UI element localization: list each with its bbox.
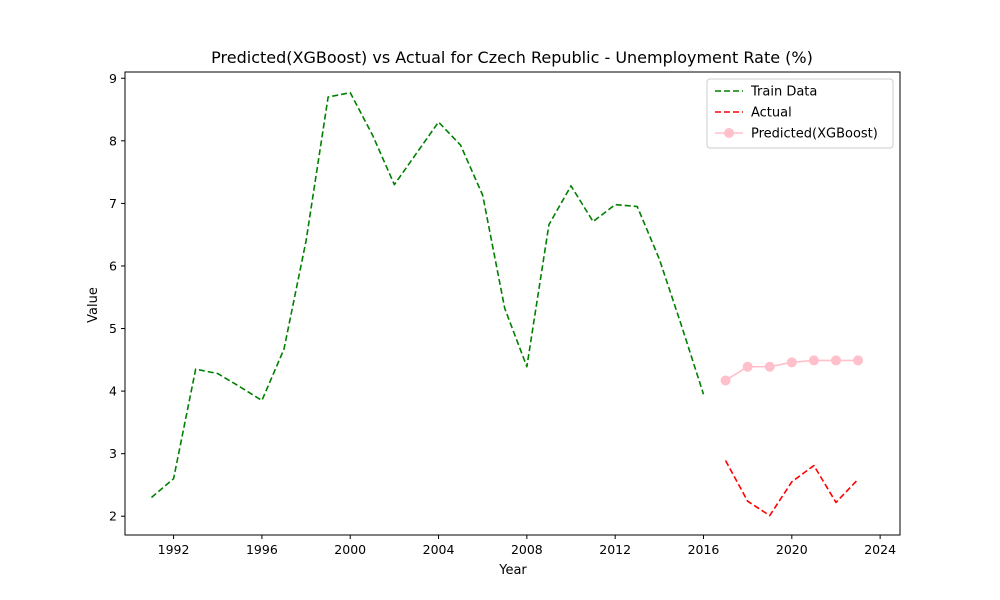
x-tick-label: 2012: [599, 542, 631, 557]
plot-frame: [124, 71, 901, 536]
x-tick-label: 1996: [246, 542, 278, 557]
x-tick-label: 2008: [511, 542, 543, 557]
legend-label: Predicted(XGBoost): [751, 127, 878, 142]
data-point: [720, 375, 731, 386]
y-tick-label: 2: [109, 509, 117, 524]
x-tick-label: 1992: [158, 542, 190, 557]
data-point: [764, 361, 775, 372]
x-tick-label: 2000: [334, 542, 366, 557]
x-axis-label: Year: [498, 563, 527, 578]
y-tick-label: 3: [109, 446, 117, 461]
x-tick-label: 2004: [423, 542, 455, 557]
data-point: [853, 355, 864, 366]
legend-label: Actual: [751, 106, 792, 121]
legend-marker: [724, 128, 734, 138]
x-tick-label: 2020: [776, 542, 808, 557]
legend-box: [706, 78, 894, 149]
series-line-actual: [724, 460, 859, 517]
plot-area: 1992 1996 2000 2004 2008 2012 2016 2020 2024 2 3 4 5…: [109, 71, 901, 557]
y-tick-label: 8: [109, 133, 117, 148]
legend: Train Data Actual Predicted(XGBoost): [706, 78, 894, 149]
legend-label: Train Data: [750, 85, 817, 100]
y-tick-label: 5: [109, 321, 117, 336]
x-tick-label: 2024: [864, 542, 896, 557]
chart-title: Predicted(XGBoost) vs Actual for Czech R…: [211, 48, 813, 67]
y-tick-label: 9: [109, 71, 117, 86]
y-tick-label: 6: [109, 258, 117, 273]
y-tick-label: 4: [109, 384, 117, 399]
x-tick-label: 2016: [688, 542, 720, 557]
y-axis-label: Value: [86, 287, 101, 323]
series-line-train-data: [150, 91, 705, 499]
data-point: [742, 361, 753, 372]
data-point: [786, 357, 797, 368]
y-tick-label: 7: [109, 196, 117, 211]
data-point: [830, 355, 841, 366]
data-point: [808, 355, 819, 366]
